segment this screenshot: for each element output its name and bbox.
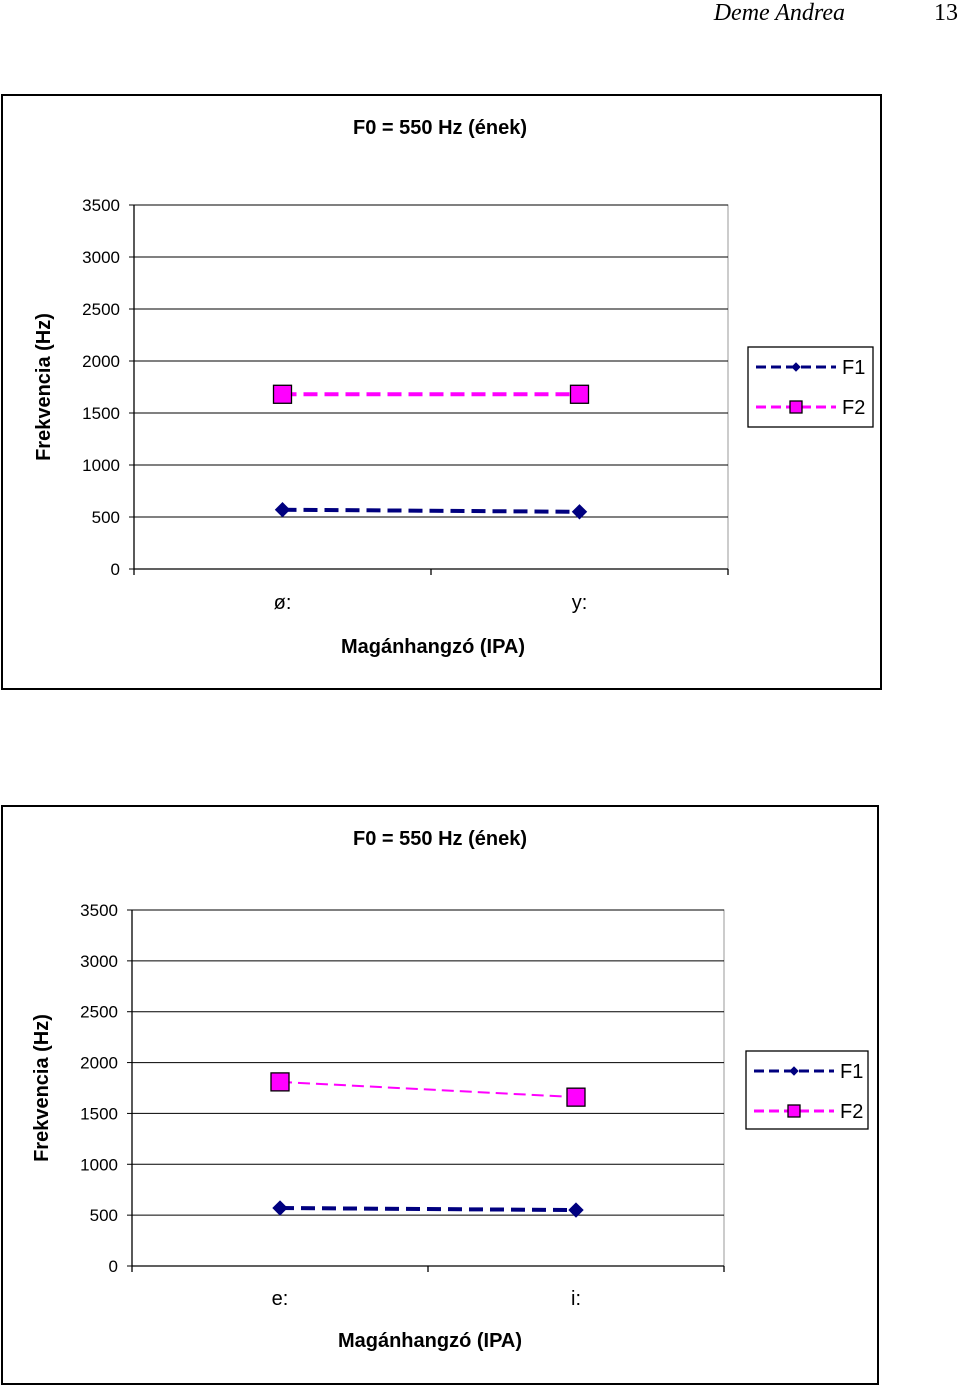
- chart-2-y-tick-label: 2500: [80, 1003, 118, 1022]
- chart-2-y-tick-label: 3500: [80, 901, 118, 920]
- chart-1-legend-box: [747, 346, 874, 428]
- chart-2-y-tick-label: 0: [109, 1257, 118, 1276]
- chart-1-plot-area: [133, 204, 729, 570]
- chart-2-legend-label: F2: [840, 1101, 863, 1123]
- header-author: Deme Andrea: [713, 0, 845, 26]
- chart-2-series-f2-point: [566, 1087, 586, 1107]
- chart-2-y-tick-label: 3000: [80, 952, 118, 971]
- chart-2-y-tick-label: 500: [90, 1206, 118, 1225]
- chart-2-y-axis-label: Frekvencia (Hz): [31, 1014, 53, 1162]
- chart-1: 0 500 1000 1500 2000 2500 3000 3500 ø: y: F0 = 550…: [1, 94, 882, 690]
- chart-1-svg: 0 500 1000 1500 2000 2500 3000 3500 ø: y: F0 = 550…: [33, 117, 874, 658]
- chart-2-category-label: e:: [272, 1288, 289, 1310]
- chart-1-y-tick-label: 1000: [82, 456, 120, 475]
- chart-2-legend-box: [745, 1050, 869, 1130]
- chart-1-legend-marker: [789, 400, 803, 414]
- chart-2-y-tick-label: 2000: [80, 1054, 118, 1073]
- chart-2-y-tick-label: 1500: [80, 1104, 118, 1123]
- chart-1-category-label: ø:: [274, 592, 292, 614]
- chart-2-series-f1-point: [272, 1200, 288, 1216]
- chart-2-plot-area: [131, 909, 725, 1267]
- page-number: 13: [934, 0, 958, 26]
- chart-1-series-f2-point: [272, 384, 293, 404]
- chart-2-series-f1-point: [568, 1202, 584, 1218]
- chart-1-series-f1-line: [282, 507, 580, 514]
- chart-1-series-f2-point: [569, 384, 590, 404]
- chart-1-legend-label: F1: [842, 357, 865, 379]
- chart-2-title: F0 = 550 Hz (ének): [353, 828, 527, 850]
- chart-1-y-tick-label: 2500: [82, 300, 120, 319]
- chart-2-series-f2-point: [270, 1072, 290, 1092]
- chart-1-y-axis-label: Frekvencia (Hz): [33, 313, 55, 461]
- chart-2-legend-marker: [787, 1104, 801, 1118]
- chart-1-y-tick-label: 0: [111, 560, 120, 579]
- chart-2-x-axis-label: Magánhangzó (IPA): [338, 1330, 522, 1352]
- chart-2-series-f1-line: [279, 1206, 577, 1213]
- chart-2-category-label: i:: [571, 1288, 581, 1310]
- chart-2: 0 500 1000 1500 2000 2500 3000 3500 e: i: F0 = 550…: [1, 805, 879, 1385]
- chart-2-legend-label: F1: [840, 1061, 863, 1083]
- chart-2-y-tick-label: 1000: [80, 1155, 118, 1174]
- chart-1-legend-label: F2: [842, 397, 865, 419]
- chart-1-y-tick-label: 2000: [82, 352, 120, 371]
- chart-1-y-tick-label: 3000: [82, 248, 120, 267]
- chart-1-series-f1-point: [571, 504, 588, 520]
- chart-2-svg: 0 500 1000 1500 2000 2500 3000 3500 e: i: F0 = 550…: [31, 828, 869, 1352]
- chart-1-category-label: y:: [572, 592, 588, 614]
- chart-2-legend-marker: [789, 1066, 799, 1076]
- chart-1-series-f1-point: [274, 502, 291, 518]
- chart-1-x-axis-label: Magánhangzó (IPA): [341, 636, 525, 658]
- chart-1-title: F0 = 550 Hz (ének): [353, 117, 527, 139]
- chart-1-y-tick-label: 3500: [82, 196, 120, 215]
- chart-1-y-tick-label: 500: [92, 508, 120, 527]
- chart-2-series-f2-line: [279, 1080, 577, 1099]
- chart-1-y-tick-label: 1500: [82, 404, 120, 423]
- chart-1-legend-marker: [791, 362, 801, 372]
